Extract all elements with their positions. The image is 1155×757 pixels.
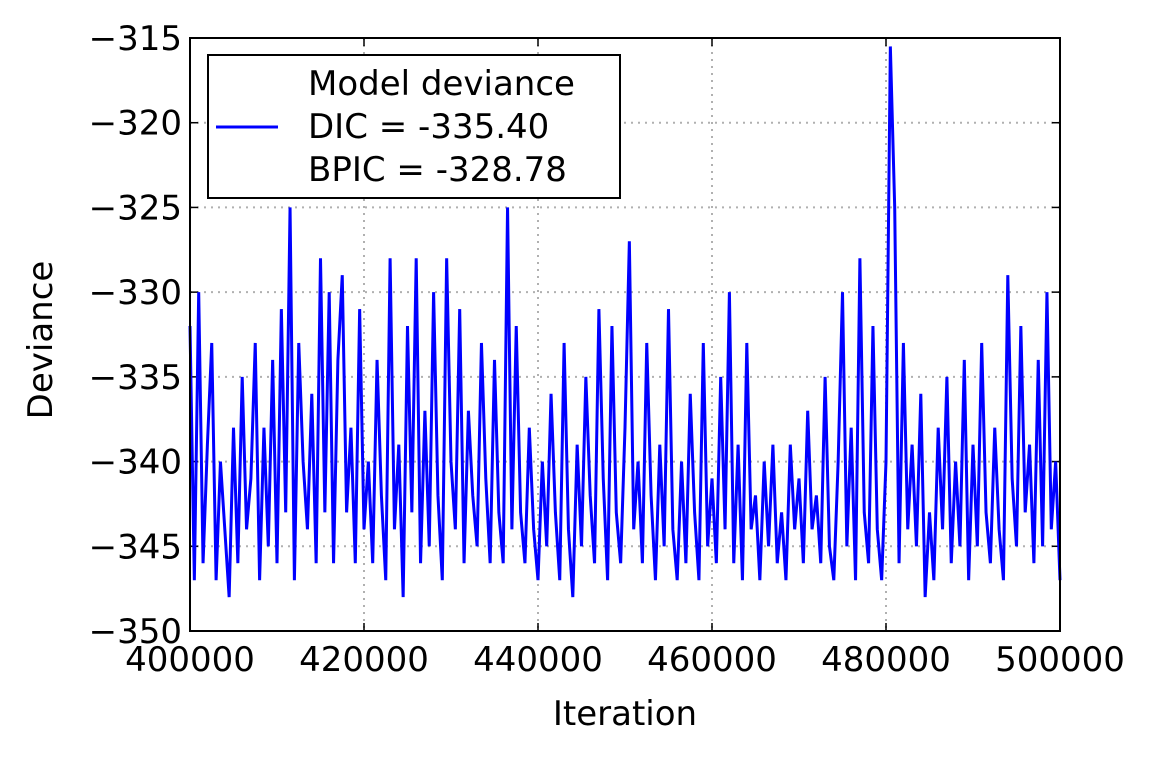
y-tick-label: −340: [89, 443, 182, 483]
y-tick-label: −330: [89, 273, 182, 313]
x-axis-label: Iteration: [553, 694, 697, 734]
data-line: [188, 46, 1062, 598]
x-tick-label: 420000: [299, 640, 429, 680]
x-tick-label: 480000: [821, 640, 951, 680]
x-tick-label: 460000: [647, 640, 777, 680]
y-tick-label: −320: [89, 104, 182, 144]
plot-frame: [189, 37, 1061, 632]
legend-label: Model deviance: [308, 64, 575, 104]
x-tick-label: 400000: [125, 640, 255, 680]
y-axis-label: Deviance: [21, 261, 61, 420]
x-tick-label: 500000: [995, 640, 1125, 680]
y-tick-label: −335: [89, 358, 182, 398]
legend-note: DIC = -335.40: [308, 107, 549, 147]
x-tick-label: 440000: [473, 640, 603, 680]
y-tick-label: −350: [89, 612, 182, 652]
y-tick-label: −325: [89, 188, 182, 228]
y-tick-label: −345: [89, 527, 182, 567]
y-tick-label: −315: [89, 19, 182, 59]
legend-note: BPIC = -328.78: [308, 150, 567, 190]
